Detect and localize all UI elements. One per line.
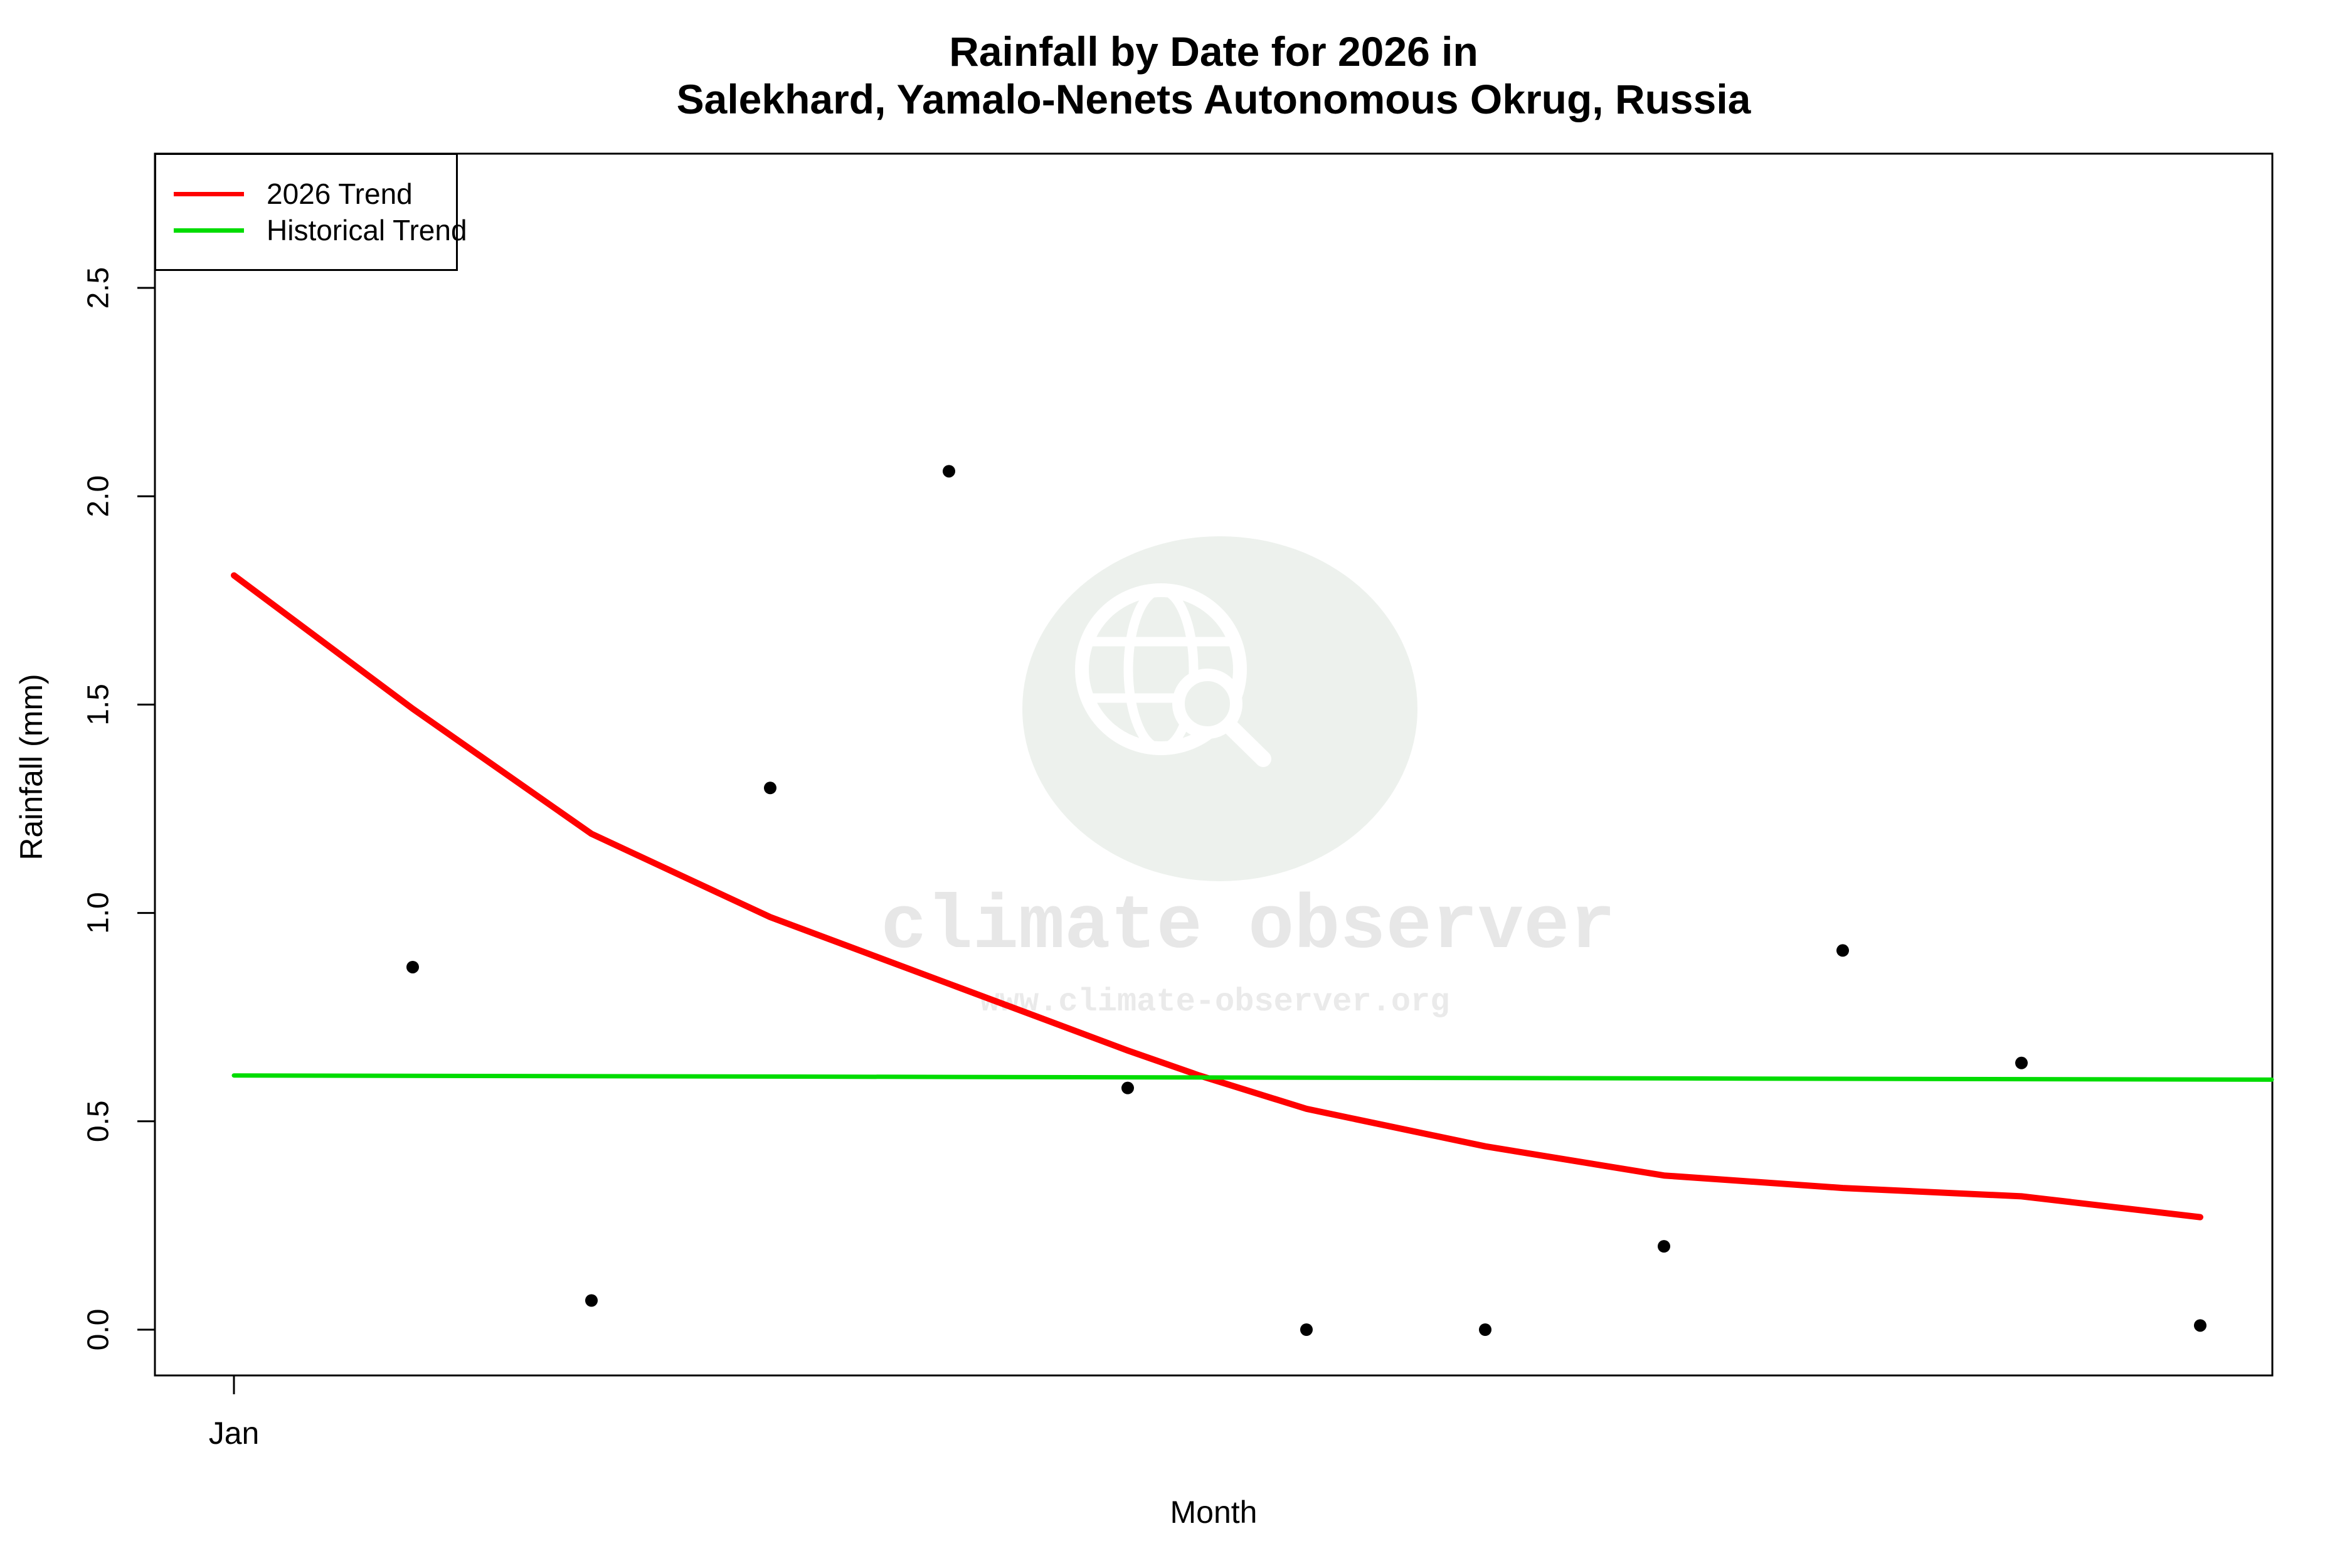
trend-line-historical-trend <box>231 1073 2274 1082</box>
x-tick-label: Jan <box>209 1416 260 1451</box>
watermark-brand-text: climate observer <box>881 883 1616 970</box>
data-point <box>1836 944 1849 957</box>
legend: 2026 Trend Historical Trend <box>154 153 467 271</box>
y-tick-label: 0.5 <box>82 1100 115 1142</box>
y-tick-label: 1.0 <box>82 892 115 934</box>
data-point <box>943 465 955 478</box>
legend-item-historical-trend: Historical Trend <box>174 214 467 246</box>
data-point <box>406 960 419 973</box>
legend-label-2026: 2026 Trend <box>267 177 413 210</box>
chart-title-line-2: Salekhard, Yamalo-Nenets Autonomous Okru… <box>676 76 1751 122</box>
data-point <box>1300 1323 1313 1336</box>
y-tick-label: 0.0 <box>82 1309 115 1351</box>
chart-title-line-1: Rainfall by Date for 2026 in <box>949 28 1478 75</box>
y-tick-label: 2.0 <box>82 475 115 517</box>
plot-border <box>154 152 2274 1377</box>
data-point <box>1479 1323 1491 1336</box>
x-axis-label: Month <box>1170 1495 1258 1530</box>
data-point <box>2015 1056 2028 1069</box>
data-point <box>2194 1319 2206 1332</box>
data-point <box>585 1294 598 1307</box>
trend-line-2026-trend <box>231 572 2203 1221</box>
y-tick-label: 1.5 <box>82 684 115 726</box>
chart-title: Rainfall by Date for 2026 in Salekhard, … <box>155 28 2272 123</box>
data-point <box>764 781 776 795</box>
legend-label-historical: Historical Trend <box>267 214 467 246</box>
y-tick-label: 2.5 <box>82 267 115 309</box>
data-point <box>1121 1081 1134 1094</box>
data-point <box>1658 1240 1670 1253</box>
watermark-url-text: www.climate-observer.org <box>980 983 1450 1020</box>
legend-item-2026-trend: 2026 Trend <box>174 177 413 210</box>
legend-line-sample-2026 <box>174 191 244 196</box>
legend-line-sample-historical <box>174 228 244 233</box>
